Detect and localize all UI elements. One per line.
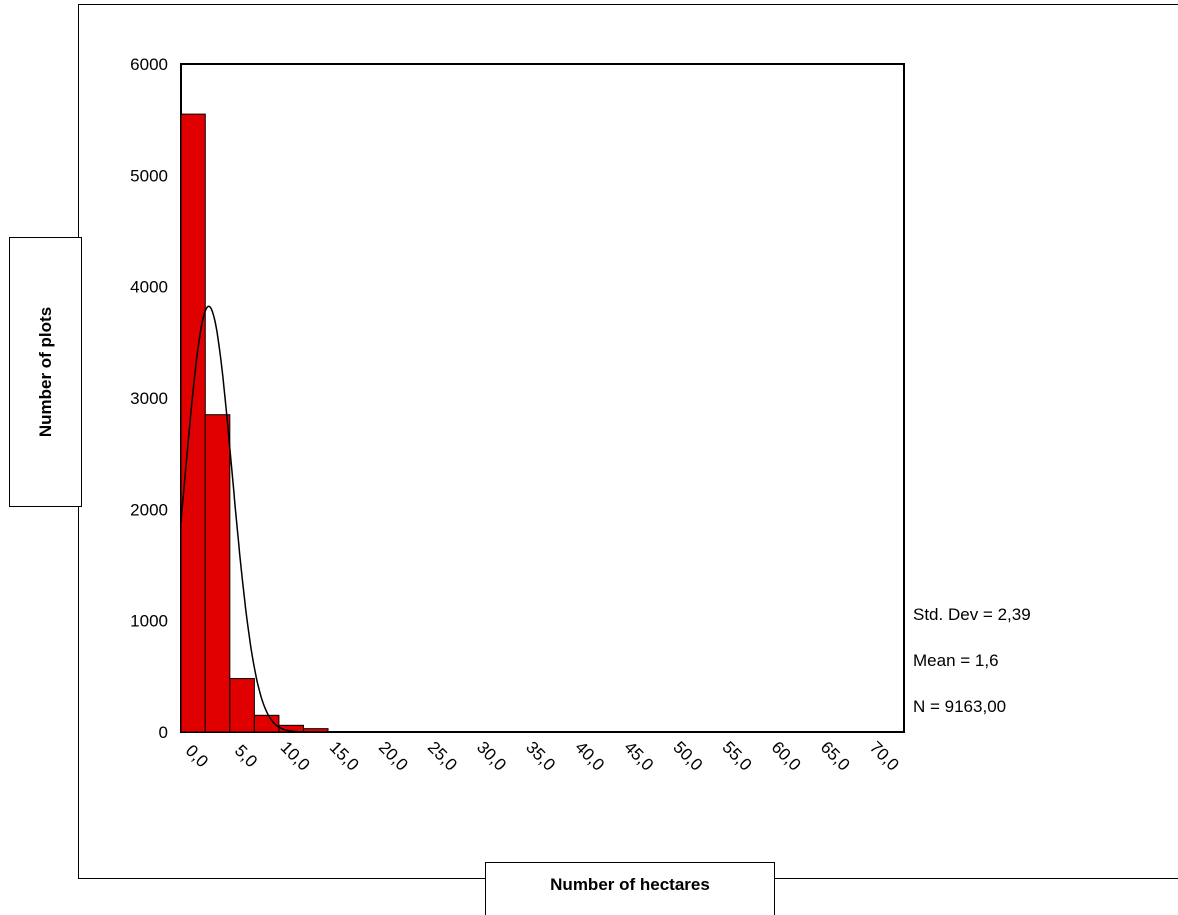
x-axis-ticks: 0,0 5,0 10,0 15,0 20,0 25,0 30,0 35,0 40,0 45,0 50… xyxy=(182,738,903,775)
histogram-bar-2 xyxy=(229,678,255,733)
x-tick-label: 20,0 xyxy=(375,738,412,775)
x-tick-label: 65,0 xyxy=(817,738,854,775)
x-tick-label: 60,0 xyxy=(768,738,805,775)
bars xyxy=(180,113,329,733)
y-tick-label: 3000 xyxy=(130,389,168,408)
plot-area xyxy=(180,63,905,733)
x-tick-label: 25,0 xyxy=(424,738,461,775)
normal-curve xyxy=(180,305,330,733)
y-tick-label: 0 xyxy=(159,723,168,742)
x-tick-label: 30,0 xyxy=(473,738,510,775)
x-tick-label: 10,0 xyxy=(277,738,314,775)
histogram-bar-1 xyxy=(204,414,231,733)
y-axis-label-box: Number of plots xyxy=(9,237,82,507)
y-tick-label: 4000 xyxy=(130,278,168,297)
y-tick-label: 1000 xyxy=(130,612,168,631)
x-tick-label: 0,0 xyxy=(182,741,212,771)
x-tick-label: 45,0 xyxy=(620,738,657,775)
x-tick-label: 55,0 xyxy=(719,738,756,775)
x-axis-label: Number of hectares xyxy=(550,875,710,894)
stat-mean: Mean = 1,6 xyxy=(913,651,999,670)
x-tick-label: 40,0 xyxy=(571,738,608,775)
histogram-bar-0 xyxy=(180,113,206,733)
y-tick-label: 6000 xyxy=(130,55,168,74)
y-axis-ticks: 6000 5000 4000 3000 2000 1000 0 xyxy=(130,55,168,742)
x-tick-label: 50,0 xyxy=(669,738,706,775)
x-axis-label-box: Number of hectares xyxy=(485,862,775,915)
y-tick-label: 2000 xyxy=(130,500,168,519)
x-tick-label: 35,0 xyxy=(522,738,559,775)
x-tick-label: 15,0 xyxy=(326,738,363,775)
stat-n: N = 9163,00 xyxy=(913,697,1007,716)
stat-std-dev: Std. Dev = 2,39 xyxy=(913,605,1031,624)
y-axis-label: Number of plots xyxy=(35,306,55,438)
x-tick-label: 70,0 xyxy=(866,738,903,775)
histogram-bar-3 xyxy=(253,714,280,733)
y-tick-label: 5000 xyxy=(130,166,168,185)
x-tick-label: 5,0 xyxy=(231,741,261,771)
